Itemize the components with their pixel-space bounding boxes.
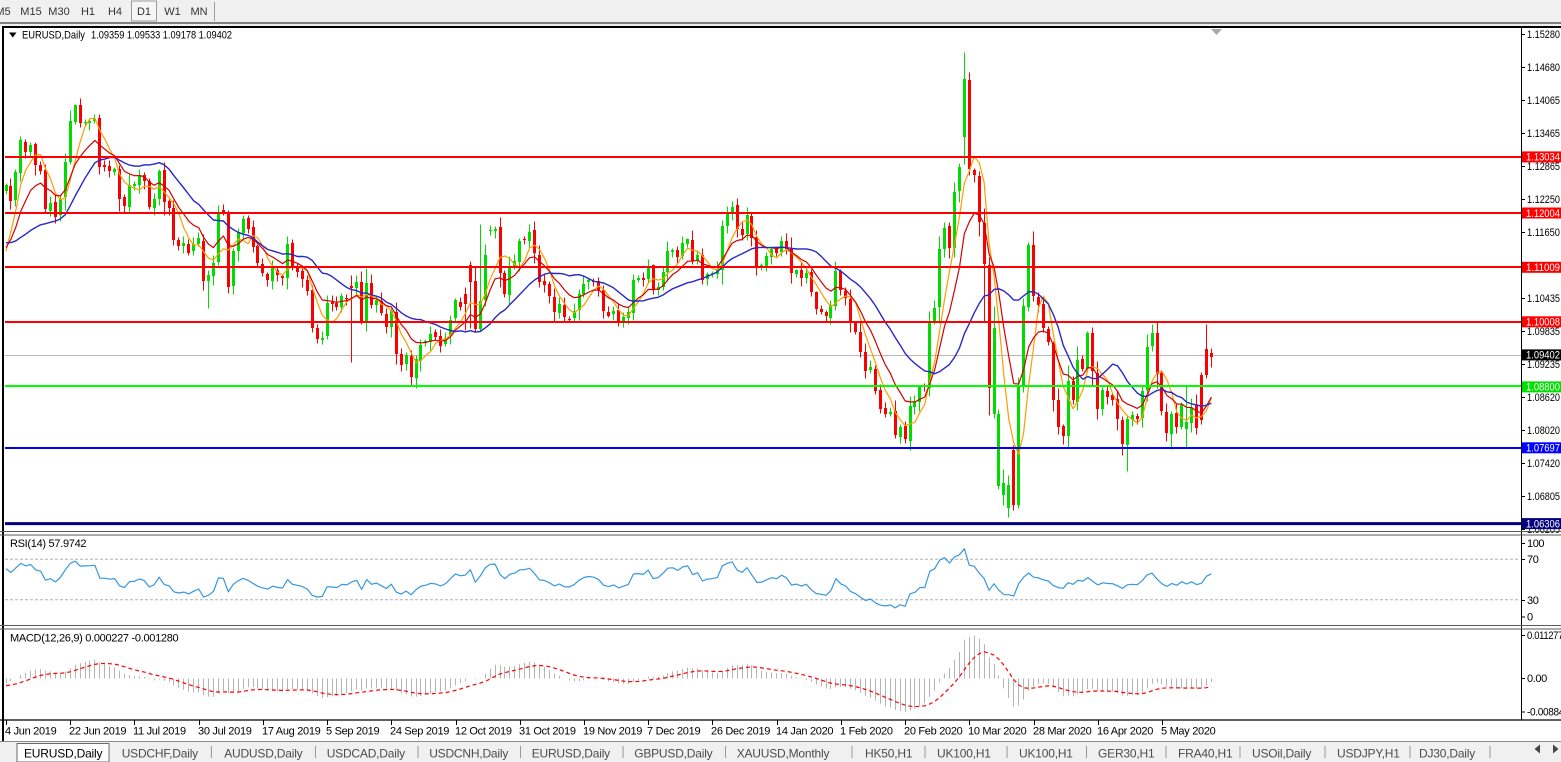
svg-text:USDJPY,H1: USDJPY,H1 (1337, 747, 1400, 761)
svg-text:28 Mar 2020: 28 Mar 2020 (1033, 726, 1092, 738)
svg-text:DJ30,Daily: DJ30,Daily (1419, 747, 1475, 761)
svg-text:0.011277: 0.011277 (1527, 630, 1561, 642)
svg-text:24 Sep 2019: 24 Sep 2019 (390, 726, 449, 738)
svg-text:17 Aug 2019: 17 Aug 2019 (262, 726, 321, 738)
svg-text:1.09235: 1.09235 (1527, 359, 1560, 371)
svg-text:1.14065: 1.14065 (1527, 95, 1560, 107)
svg-text:USDCAD,Daily: USDCAD,Daily (327, 747, 405, 761)
svg-text:1.13465: 1.13465 (1527, 128, 1560, 140)
svg-text:20 Feb 2020: 20 Feb 2020 (904, 726, 963, 738)
svg-text:MACD(12,26,9) 0.000227 -0.0012: MACD(12,26,9) 0.000227 -0.001280 (10, 633, 179, 645)
svg-text:31 Oct 2019: 31 Oct 2019 (519, 726, 576, 738)
svg-text:100: 100 (1527, 538, 1544, 550)
svg-text:M5: M5 (0, 6, 11, 18)
svg-text:FRA40,H1: FRA40,H1 (1178, 747, 1233, 761)
svg-text:1.07420: 1.07420 (1527, 458, 1560, 470)
svg-text:XAUUSD,Monthly: XAUUSD,Monthly (737, 747, 830, 761)
svg-text:5 May 2020: 5 May 2020 (1161, 726, 1216, 738)
svg-text:1.13034: 1.13034 (1526, 152, 1560, 164)
svg-text:M30: M30 (48, 6, 69, 18)
svg-text:1.08800: 1.08800 (1526, 382, 1560, 394)
svg-text:11 Jul 2019: 11 Jul 2019 (133, 726, 186, 738)
svg-text:1.07697: 1.07697 (1526, 443, 1560, 455)
svg-text:1.10435: 1.10435 (1527, 293, 1560, 305)
svg-text:EURUSD,Daily: EURUSD,Daily (532, 747, 610, 761)
svg-text:1.10008: 1.10008 (1526, 317, 1560, 329)
svg-text:0.00: 0.00 (1527, 673, 1547, 685)
svg-text:USDCHF,Daily: USDCHF,Daily (122, 747, 198, 761)
svg-text:4 Jun 2019: 4 Jun 2019 (5, 726, 57, 738)
svg-text:USDCNH,Daily: USDCNH,Daily (429, 747, 508, 761)
svg-text:RSI(14) 57.9742: RSI(14) 57.9742 (10, 538, 86, 550)
svg-text:14 Jan 2020: 14 Jan 2020 (776, 726, 833, 738)
svg-text:HK50,H1: HK50,H1 (865, 747, 913, 761)
svg-text:1.09402: 1.09402 (1526, 350, 1560, 362)
svg-text:UK100,H1: UK100,H1 (1019, 747, 1073, 761)
svg-text:GBPUSD,Daily: GBPUSD,Daily (634, 747, 712, 761)
svg-text:0: 0 (1527, 612, 1533, 624)
svg-text:1.12004: 1.12004 (1526, 208, 1560, 220)
svg-text:70: 70 (1527, 554, 1539, 566)
svg-text:10 Mar 2020: 10 Mar 2020 (968, 726, 1027, 738)
svg-text:1 Feb 2020: 1 Feb 2020 (840, 726, 893, 738)
svg-text:1.08620: 1.08620 (1527, 392, 1560, 404)
svg-text:22 Jun 2019: 22 Jun 2019 (69, 726, 126, 738)
svg-text:1.08020: 1.08020 (1527, 425, 1560, 437)
svg-text:1.09359 1.09533 1.09178 1.0940: 1.09359 1.09533 1.09178 1.09402 (91, 30, 232, 42)
svg-text:GER30,H1: GER30,H1 (1098, 747, 1155, 761)
svg-text:W1: W1 (164, 6, 181, 18)
svg-text:1.09835: 1.09835 (1527, 326, 1560, 338)
svg-text:EURUSD,Daily: EURUSD,Daily (24, 747, 102, 761)
svg-text:7 Dec 2019: 7 Dec 2019 (647, 726, 700, 738)
svg-text:H4: H4 (108, 6, 122, 18)
svg-text:D1: D1 (137, 6, 151, 18)
svg-text:1.14680: 1.14680 (1527, 62, 1560, 74)
svg-text:30: 30 (1527, 595, 1539, 607)
svg-text:USOil,Daily: USOil,Daily (1252, 747, 1311, 761)
svg-text:5 Sep 2019: 5 Sep 2019 (326, 726, 379, 738)
svg-text:MN: MN (190, 6, 207, 18)
svg-text:12 Oct 2019: 12 Oct 2019 (455, 726, 512, 738)
svg-text:EURUSD,Daily: EURUSD,Daily (22, 30, 85, 42)
svg-text:-0.00884: -0.00884 (1527, 707, 1561, 719)
svg-text:H1: H1 (81, 6, 95, 18)
svg-text:19 Nov 2019: 19 Nov 2019 (583, 726, 642, 738)
svg-text:1.06805: 1.06805 (1527, 491, 1560, 503)
svg-text:1.06306: 1.06306 (1526, 518, 1560, 530)
svg-text:1.11650: 1.11650 (1527, 227, 1560, 239)
svg-text:30 Jul 2019: 30 Jul 2019 (198, 726, 252, 738)
svg-text:26 Dec 2019: 26 Dec 2019 (711, 726, 770, 738)
svg-text:1.12865: 1.12865 (1527, 161, 1560, 173)
svg-text:1.11009: 1.11009 (1526, 262, 1560, 274)
svg-text:1.12250: 1.12250 (1527, 194, 1560, 206)
svg-text:AUDUSD,Daily: AUDUSD,Daily (224, 747, 302, 761)
svg-text:M15: M15 (20, 6, 41, 18)
svg-text:UK100,H1: UK100,H1 (937, 747, 991, 761)
svg-text:1.15280: 1.15280 (1527, 29, 1560, 41)
svg-text:16 Apr 2020: 16 Apr 2020 (1097, 726, 1153, 738)
